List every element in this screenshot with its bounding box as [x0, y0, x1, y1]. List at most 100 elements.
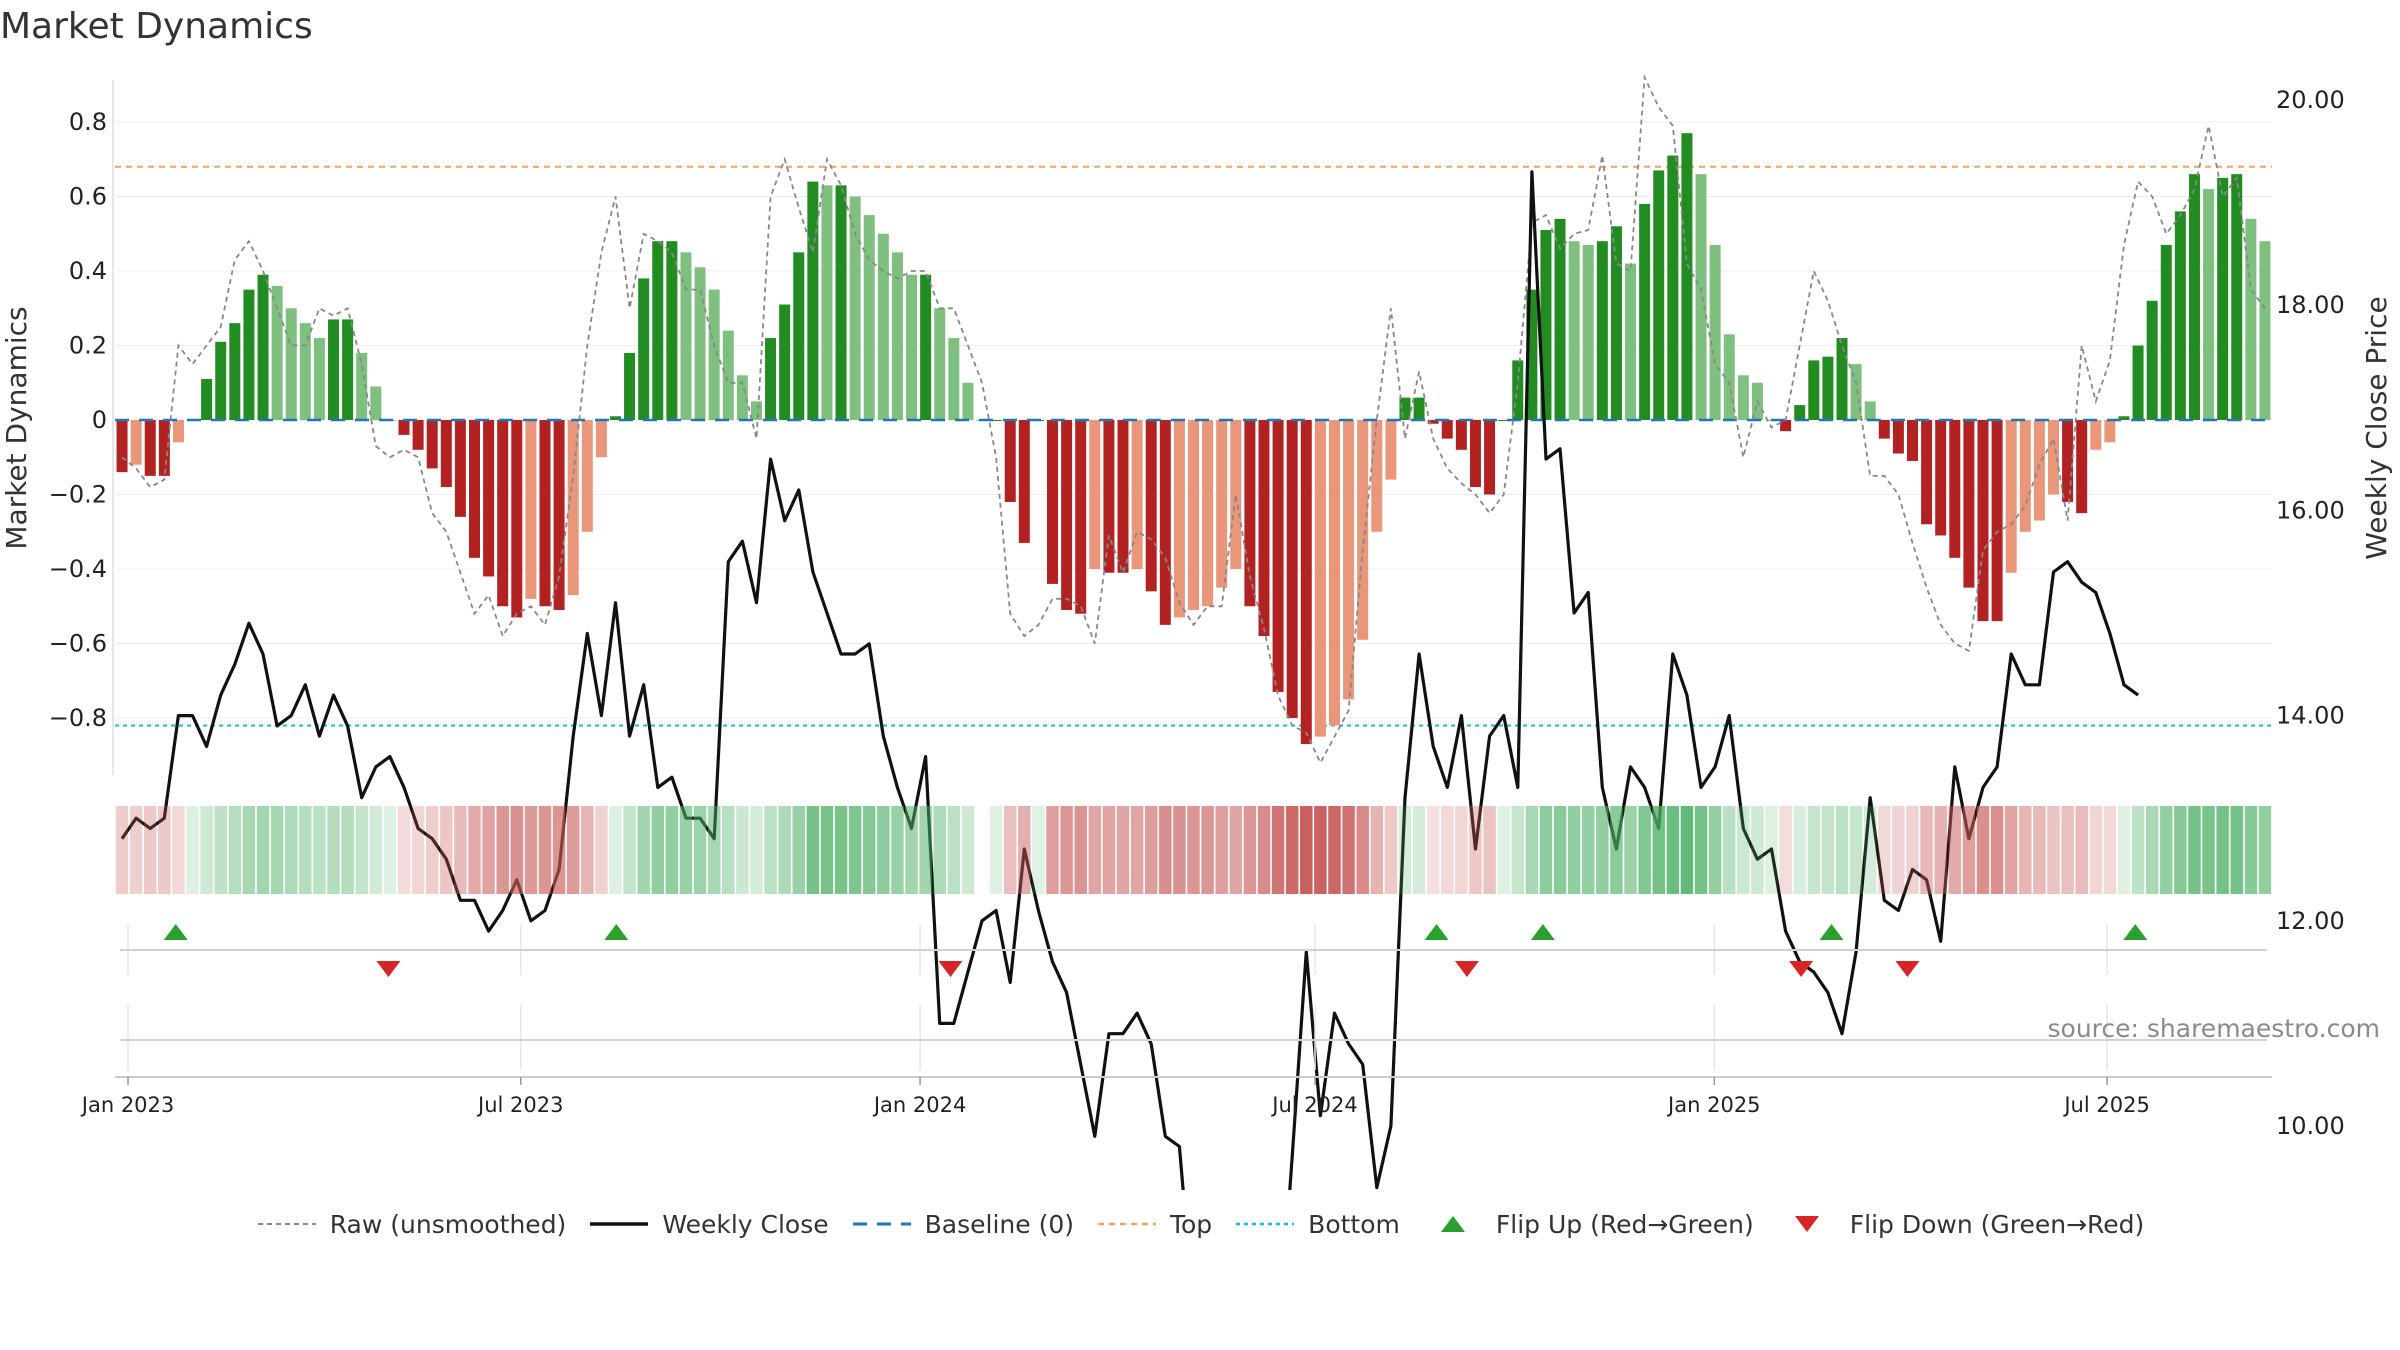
heat-cell: [1807, 806, 1821, 894]
dynamics-bar: [1272, 420, 1284, 692]
heat-cell: [397, 806, 411, 894]
dynamics-bar: [2118, 416, 2130, 420]
dynamics-bar: [1963, 420, 1975, 588]
heat-cell: [2216, 806, 2229, 894]
heat-cell: [1342, 806, 1355, 894]
dynamics-bar: [1639, 203, 1651, 420]
legend: Raw (unsmoothed) Weekly Close Baseline (0)…: [0, 1200, 2400, 1248]
dynamics-bar: [313, 338, 325, 420]
heat-cell: [341, 806, 354, 894]
heat-cell: [1088, 806, 1102, 894]
dynamics-bar: [1878, 420, 1890, 439]
heat-cell: [440, 806, 453, 894]
heat-cell: [919, 806, 932, 894]
dynamics-bar: [144, 420, 156, 476]
heat-cell: [1976, 806, 1990, 894]
heat-cell: [651, 806, 665, 894]
heat-cell: [2047, 806, 2060, 894]
heat-cell: [1666, 806, 1680, 894]
dynamics-bar: [469, 420, 480, 558]
heat-cell: [1046, 806, 1059, 894]
dynamics-bar: [581, 420, 593, 532]
dynamics-bar: [454, 420, 466, 517]
dynamics-bar: [567, 420, 579, 596]
dynamics-bar: [1667, 155, 1679, 420]
heat-cell: [566, 806, 580, 894]
heat-cell: [1018, 806, 1031, 894]
dynamics-bar: [779, 304, 791, 420]
heat-cell: [665, 806, 679, 894]
dynamics-bar: [2104, 420, 2116, 443]
legend-swatch-up: [1440, 1216, 1465, 1232]
dynamics-bar: [1202, 420, 1214, 607]
flip-markers-panel: [120, 924, 2267, 1070]
heat-cell: [1694, 806, 1708, 894]
heat-cell: [1708, 806, 1722, 894]
dynamics-bar: [1681, 133, 1693, 421]
heat-cell: [2145, 806, 2159, 894]
dynamics-bar: [1469, 420, 1481, 488]
heat-cell: [1102, 806, 1116, 894]
heat-cell: [158, 806, 171, 894]
x-tick-label: Jan 2024: [872, 1093, 967, 1117]
heat-cell: [1370, 806, 1384, 894]
dynamics-bar: [511, 420, 523, 618]
dynamics-bar: [1145, 420, 1157, 592]
dynamics-bar: [553, 420, 565, 610]
dynamics-bar: [328, 319, 340, 420]
heat-cell: [115, 806, 129, 894]
dynamics-bar: [1864, 401, 1876, 420]
heat-cell: [693, 806, 707, 894]
heat-cell: [764, 806, 777, 894]
heat-cell: [1751, 806, 1764, 894]
dynamics-bar: [694, 267, 706, 420]
heat-cell: [623, 806, 636, 894]
heat-cell: [947, 806, 961, 894]
dynamics-bar: [2146, 300, 2158, 420]
dynamics-bar: [2245, 218, 2257, 420]
heat-cell: [581, 806, 594, 894]
heat-cell: [1229, 806, 1243, 894]
dynamics-bar: [215, 341, 227, 420]
dynamics-bar: [229, 323, 241, 420]
flip-up-marker: [2123, 924, 2148, 940]
y2-tick-label: 18.00: [2276, 291, 2345, 319]
dynamics-bar: [906, 274, 918, 420]
heat-cell: [510, 806, 524, 894]
dynamics-bar: [1047, 420, 1059, 584]
dynamics-bar: [1131, 420, 1143, 569]
heat-cell: [778, 806, 791, 894]
heat-cell: [595, 806, 608, 894]
y-tick-label: 0.8: [69, 108, 107, 136]
flip-up-marker: [604, 924, 629, 940]
heat-cell: [1962, 806, 1976, 894]
heat-cell: [1116, 806, 1130, 894]
dynamics-bar: [1780, 420, 1792, 432]
dynamics-bar: [299, 323, 311, 420]
dynamics-bar: [1244, 420, 1256, 607]
heat-cell: [961, 806, 975, 894]
legend-item-down: Flip Down (Green→Red): [1776, 1210, 2144, 1239]
heat-cell: [1300, 806, 1313, 894]
heat-cell: [172, 806, 185, 894]
heat-cell: [524, 806, 538, 894]
heat-cell: [2004, 806, 2018, 894]
heat-cell: [214, 806, 227, 894]
heat-cell: [482, 806, 495, 894]
heat-cell: [1596, 806, 1609, 894]
heat-cell: [1638, 806, 1651, 894]
flip-down-marker: [1789, 961, 1814, 977]
legend-item-bottom: Bottom: [1234, 1210, 1400, 1239]
dynamics-bars: [115, 133, 2272, 745]
heat-cell: [411, 806, 425, 894]
dynamics-bar: [934, 308, 946, 420]
heat-cell: [1426, 806, 1440, 894]
heat-cell: [1779, 806, 1792, 894]
heat-cell: [1060, 806, 1073, 894]
dynamics-bar: [1977, 420, 1989, 622]
x-tick-label: Jan 2025: [1666, 1093, 1761, 1117]
dynamics-bar: [257, 274, 269, 420]
dynamics-bar: [2132, 345, 2144, 420]
heat-cell: [454, 806, 467, 894]
dynamics-bar: [1921, 420, 1933, 525]
